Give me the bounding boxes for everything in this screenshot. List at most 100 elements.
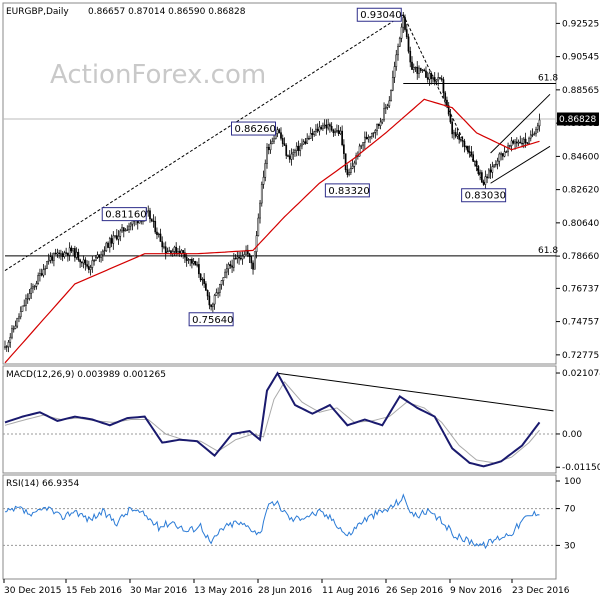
candle-body <box>105 242 108 251</box>
candle-body <box>121 227 123 232</box>
candle-body <box>297 145 300 151</box>
candle-body <box>100 254 102 258</box>
candle-body <box>267 146 270 151</box>
dashed-trendline <box>4 14 404 271</box>
candle-body <box>336 129 338 132</box>
candle-body <box>496 160 499 165</box>
candle-body <box>481 172 483 183</box>
candle-body <box>260 184 263 204</box>
candle-body <box>173 246 176 252</box>
candle-body <box>287 155 289 157</box>
candle-body <box>239 257 242 260</box>
rsi-label: RSI(14) 66.9354 <box>6 479 79 489</box>
swing-label-box <box>188 312 234 327</box>
candle-body <box>421 69 424 71</box>
candle-body <box>456 134 459 137</box>
candle-body <box>320 126 323 130</box>
candle-body <box>491 166 494 173</box>
candle-body <box>166 251 169 254</box>
candle-body <box>315 128 317 133</box>
candle-body <box>241 255 244 260</box>
candle-body <box>12 328 15 330</box>
candle-body <box>21 305 24 312</box>
candle-body <box>253 251 256 270</box>
candle-body <box>337 129 340 134</box>
current-price-box <box>557 112 599 126</box>
candle-body <box>447 105 450 115</box>
candle-body <box>343 144 345 154</box>
candle-body <box>369 136 371 138</box>
candle-body <box>309 133 312 139</box>
candle-body <box>101 250 104 256</box>
candle-body <box>341 130 343 146</box>
candle-body <box>91 260 94 268</box>
candle-body <box>501 153 504 157</box>
candle-body <box>178 251 181 254</box>
fib-level-label: 61.8 <box>538 246 558 256</box>
swing-label-box <box>461 188 507 203</box>
candle-body <box>522 138 525 144</box>
candle-body <box>400 26 403 39</box>
candle-body <box>308 138 310 140</box>
candle-body <box>332 129 335 134</box>
candle-body <box>416 66 419 74</box>
candle-body <box>397 46 399 56</box>
swing-label: 0.83320 <box>328 186 369 197</box>
swing-label: 0.93040 <box>360 10 401 21</box>
candle-body <box>177 251 179 254</box>
candle-body <box>451 121 454 135</box>
candle-body <box>94 257 97 261</box>
x-tick-label: 26 Sep 2016 <box>386 586 443 596</box>
candle-body <box>536 125 539 130</box>
candle-body <box>402 17 405 28</box>
candle-body <box>381 119 384 123</box>
candle-body <box>236 256 239 259</box>
swing-label: 0.83030 <box>465 191 506 202</box>
candle-body <box>439 77 441 79</box>
price-tick-label: 0.92525 <box>562 19 599 29</box>
candle-body <box>232 258 235 268</box>
candle-body <box>51 256 54 261</box>
candle-body <box>302 141 305 145</box>
candle-body <box>227 264 230 270</box>
candle-body <box>128 225 130 230</box>
candle-body <box>19 311 22 318</box>
candle-body <box>418 67 420 74</box>
x-tick-label: 9 Nov 2016 <box>450 586 502 596</box>
candle-body <box>210 304 212 307</box>
candle-body <box>283 143 286 146</box>
candle-body <box>304 141 307 144</box>
candle-body <box>89 267 92 270</box>
macd-panel-frame <box>2 365 557 474</box>
candle-body <box>5 346 8 348</box>
candle-body <box>7 341 10 348</box>
candle-body <box>257 217 260 236</box>
candle-body <box>234 258 237 260</box>
candle-body <box>423 69 426 72</box>
candle-body <box>467 145 469 152</box>
candle-body <box>70 247 73 252</box>
candle-body <box>266 146 268 164</box>
candle-body <box>460 139 462 141</box>
candle-body <box>129 223 132 227</box>
fib-level-label: 61.8 <box>538 74 558 84</box>
macd-layer: 0.021074 0.00 -0.011507 <box>3 369 600 473</box>
x-tick-label: 23 Dec 2016 <box>512 586 570 596</box>
candle-body <box>503 151 506 157</box>
macd-label: MACD(12,26,9) 0.003989 0.001265 <box>6 370 166 380</box>
candle-body <box>533 133 536 135</box>
candle-body <box>465 145 468 148</box>
candle-body <box>426 77 429 80</box>
candle-body <box>201 278 204 281</box>
candle-body <box>276 129 279 134</box>
candle-body <box>4 346 6 348</box>
candle-body <box>56 252 59 255</box>
candle-body <box>219 284 221 293</box>
candle-body <box>461 139 464 142</box>
candle-body <box>488 169 490 179</box>
candle-body <box>295 145 298 151</box>
candle-body <box>243 254 246 257</box>
candle-body <box>514 141 516 144</box>
candle-body <box>372 132 375 134</box>
